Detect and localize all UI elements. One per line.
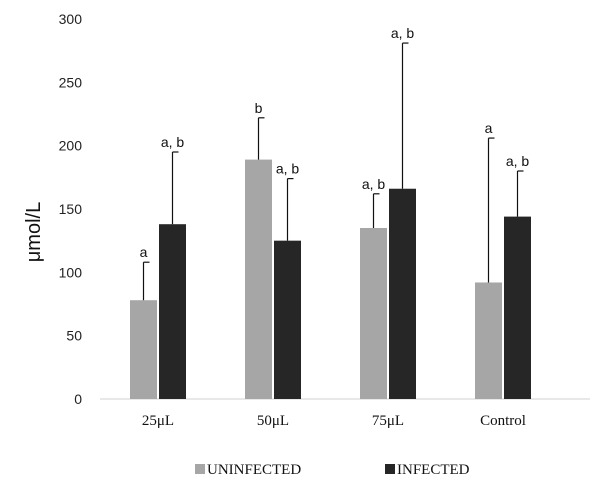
bar-infected-1 [274, 240, 301, 399]
significance-label: a, b [391, 25, 415, 41]
x-tick-label: Control [480, 413, 526, 429]
y-tick-label: 50 [66, 328, 82, 344]
y-axis-ticks: 0 50 100 150 200 250 300 [59, 11, 83, 407]
legend-swatch [385, 464, 395, 474]
x-tick-label: 50μL [257, 413, 289, 429]
significance-label: a, b [362, 176, 386, 192]
bar-infected-2 [389, 188, 416, 399]
y-tick-label: 200 [59, 138, 83, 154]
y-tick-label: 250 [59, 74, 83, 90]
bar-infected-0 [159, 224, 186, 399]
bars-layer: a b a, b a a, b a, b a, b a, b [130, 25, 531, 399]
x-tick-label: 25μL [142, 413, 174, 429]
bar-uninfected-3 [475, 282, 502, 399]
y-tick-label: 300 [59, 11, 83, 27]
y-axis-label: μmol/L [23, 202, 45, 262]
y-tick-label: 100 [59, 264, 83, 280]
y-tick-label: 0 [74, 391, 82, 407]
significance-label: a, b [161, 134, 185, 150]
bar-uninfected-2 [360, 228, 387, 399]
legend-label: INFECTED [397, 462, 470, 478]
x-tick-label: 75μL [372, 413, 404, 429]
significance-label: a, b [506, 153, 530, 169]
y-tick-label: 150 [59, 201, 83, 217]
x-axis-ticks: 25μL 50μL 75μL Control [142, 413, 526, 429]
significance-label: b [255, 100, 263, 116]
legend-swatch [195, 464, 205, 474]
significance-label: a [140, 244, 148, 260]
bar-infected-3 [504, 216, 531, 399]
legend: UNINFECTED INFECTED [195, 462, 470, 478]
significance-label: a [485, 120, 493, 136]
significance-label: a, b [276, 161, 300, 177]
bar-uninfected-1 [245, 159, 272, 399]
bar-uninfected-0 [130, 300, 157, 399]
legend-label: UNINFECTED [207, 462, 301, 478]
